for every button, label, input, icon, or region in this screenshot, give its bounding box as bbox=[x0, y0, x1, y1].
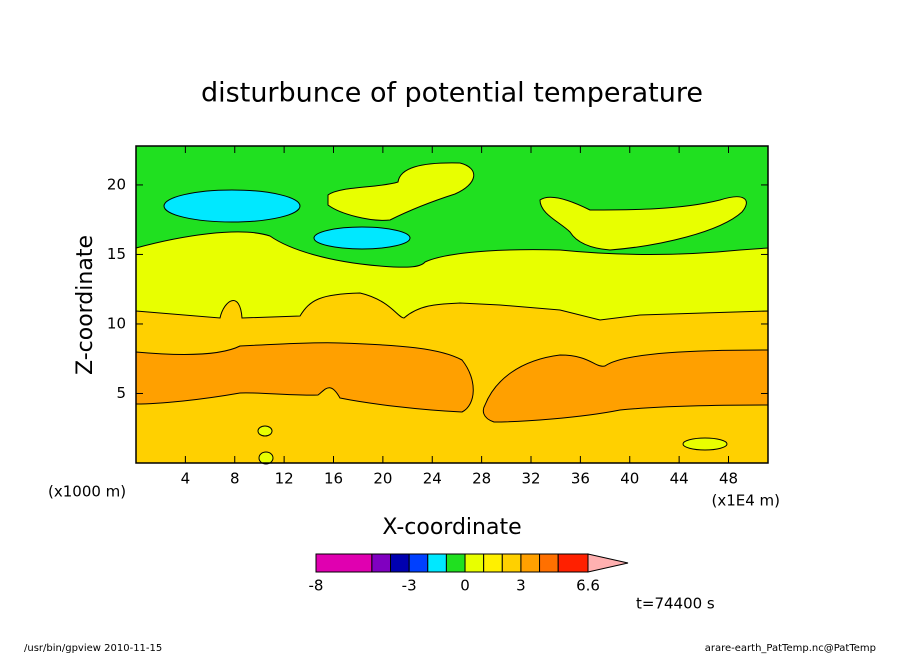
x-tick-label: 28 bbox=[472, 470, 491, 488]
x-tick-label: 36 bbox=[571, 470, 590, 488]
x-unit: (x1E4 m) bbox=[711, 492, 780, 510]
colorbar-box bbox=[408, 553, 429, 573]
footer-right: arare-earth_PatTemp.nc@PatTemp bbox=[705, 643, 876, 654]
colorbar-box bbox=[520, 553, 541, 573]
y-unit: (x1000 m) bbox=[48, 483, 126, 501]
x-tick-label: 4 bbox=[181, 470, 191, 488]
colorbar-tick-label: -3 bbox=[402, 577, 417, 595]
colorbar-tick-label: 3 bbox=[516, 577, 526, 595]
colorbar-box bbox=[501, 553, 522, 573]
colorbar-tick-label: -8 bbox=[309, 577, 324, 595]
contour-region bbox=[258, 451, 274, 465]
x-tick-label: 24 bbox=[423, 470, 442, 488]
contour-region bbox=[163, 189, 301, 223]
colorbar-box bbox=[427, 553, 447, 573]
chart-title: disturbunce of potential temperature bbox=[201, 78, 703, 109]
y-tick-label: 15 bbox=[107, 245, 126, 263]
contour-region bbox=[539, 196, 747, 251]
colorbar-tick-label: 0 bbox=[460, 577, 470, 595]
colorbar-tick-label: 6.6 bbox=[576, 577, 600, 595]
x-tick-label: 8 bbox=[230, 470, 240, 488]
colorbar-box bbox=[539, 553, 559, 573]
x-tick-label: 20 bbox=[373, 470, 392, 488]
contour-region bbox=[257, 425, 273, 437]
x-tick-label: 48 bbox=[719, 470, 738, 488]
x-tick-label: 32 bbox=[521, 470, 540, 488]
x-tick-label: 40 bbox=[620, 470, 639, 488]
x-axis-label: X-coordinate bbox=[382, 515, 521, 540]
y-tick-label: 5 bbox=[116, 384, 126, 402]
x-tick-label: 12 bbox=[275, 470, 294, 488]
colorbar-box bbox=[445, 553, 466, 573]
x-tick-label: 44 bbox=[670, 470, 689, 488]
contour-region bbox=[135, 342, 474, 413]
x-tick-label: 16 bbox=[324, 470, 343, 488]
colorbar-box bbox=[557, 553, 589, 573]
y-tick-label: 20 bbox=[107, 175, 126, 193]
colorbar-extend bbox=[587, 553, 629, 573]
colorbar-box bbox=[483, 553, 503, 573]
time-label: t=74400 s bbox=[636, 595, 715, 613]
colorbar-box bbox=[371, 553, 392, 573]
footer-left: /usr/bin/gpview 2010-11-15 bbox=[24, 643, 162, 654]
contour-region bbox=[682, 437, 728, 451]
contour-region bbox=[313, 226, 411, 250]
plot-frame bbox=[135, 145, 769, 464]
colorbar-box bbox=[390, 553, 410, 573]
colorbar-box bbox=[464, 553, 485, 573]
colorbar-box bbox=[315, 553, 373, 573]
y-axis-label: Z-coordinate bbox=[73, 235, 98, 375]
contour-region bbox=[327, 162, 475, 221]
y-tick-label: 10 bbox=[107, 314, 126, 332]
